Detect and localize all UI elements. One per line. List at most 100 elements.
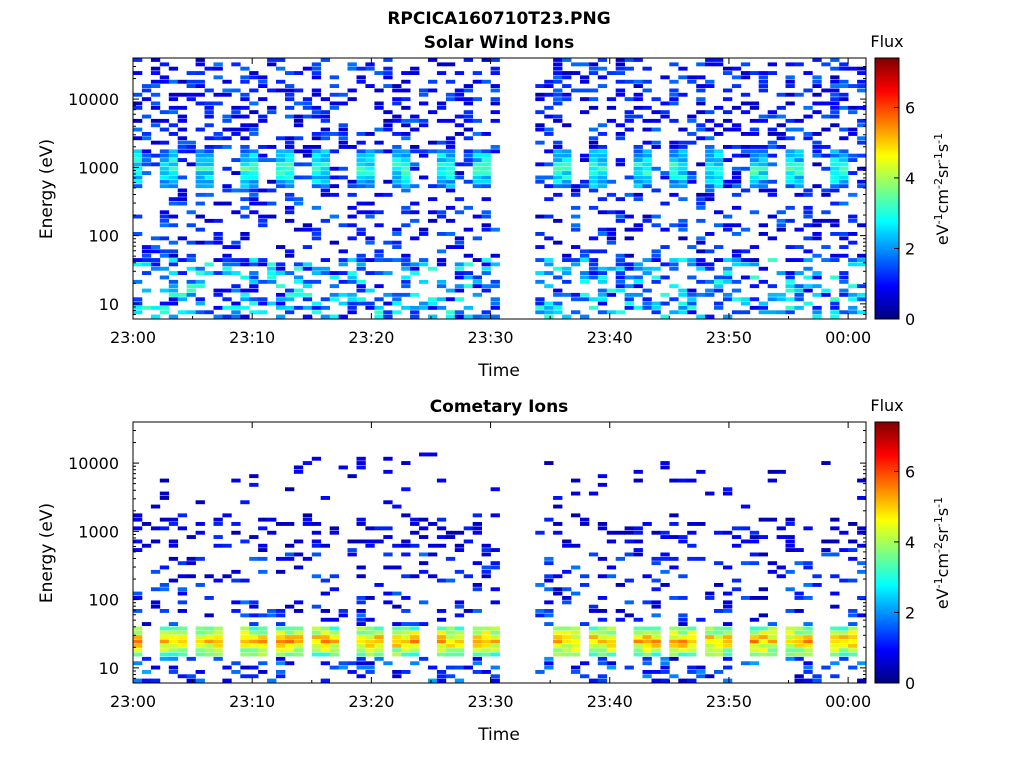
heatmap-cell — [133, 678, 143, 683]
heatmap-cell — [535, 301, 545, 306]
heatmap-cell — [276, 652, 286, 657]
heatmap-cell — [490, 301, 500, 306]
heatmap-cell — [168, 543, 179, 548]
heatmap-cell — [472, 284, 482, 289]
heatmap-cell — [481, 635, 491, 639]
heatmap-cell — [633, 149, 643, 154]
heatmap-cell — [383, 565, 393, 570]
heatmap-cell — [803, 652, 813, 657]
heatmap-cell — [445, 578, 456, 583]
heatmap-cell — [758, 166, 768, 171]
heatmap-cell — [365, 635, 375, 639]
heatmap-cell — [624, 227, 634, 232]
heatmap-cell — [749, 652, 760, 657]
heatmap-cell — [660, 583, 670, 587]
heatmap-cell — [642, 214, 652, 219]
heatmap-cell — [696, 314, 706, 319]
heatmap-cell — [481, 565, 491, 570]
heatmap-cell — [454, 71, 465, 75]
heatmap-cell — [204, 271, 214, 275]
heatmap-cell — [749, 175, 760, 180]
heatmap-cell — [329, 284, 339, 289]
heatmap-cell — [159, 218, 170, 223]
heatmap-cell — [311, 205, 322, 210]
solar-wind-plot-frame — [132, 57, 867, 320]
heatmap-cell — [186, 97, 196, 102]
heatmap-cell — [821, 62, 831, 67]
heatmap-cell — [311, 66, 322, 71]
heatmap-cell — [445, 652, 456, 657]
heatmap-cell — [651, 266, 661, 271]
heatmap-cell — [731, 175, 742, 180]
heatmap-cell — [839, 92, 849, 97]
heatmap-cell — [454, 266, 465, 271]
heatmap-cell — [678, 218, 688, 223]
heatmap-cell — [758, 635, 768, 639]
heatmap-cell — [240, 149, 250, 154]
heatmap-cell — [249, 271, 259, 275]
heatmap-cell — [562, 314, 572, 319]
heatmap-cell — [705, 648, 715, 653]
heatmap-cell — [758, 179, 768, 184]
heatmap-cell — [177, 643, 187, 648]
heatmap-cell — [562, 75, 572, 80]
heatmap-cell — [454, 613, 465, 618]
heatmap-cell — [678, 92, 688, 97]
heatmap-cell — [758, 535, 768, 539]
heatmap-cell — [276, 648, 286, 653]
heatmap-cell — [839, 184, 849, 189]
heatmap-cell — [642, 162, 652, 167]
heatmap-cell — [785, 569, 795, 574]
heatmap-cell — [588, 491, 599, 496]
heatmap-cell — [159, 626, 170, 631]
heatmap-cell — [258, 643, 268, 648]
heatmap-cell — [606, 232, 617, 236]
heatmap-cell — [293, 539, 304, 544]
heatmap-cell — [195, 153, 205, 158]
heatmap-cell — [597, 288, 608, 293]
heatmap-cell — [204, 635, 214, 639]
heatmap-cell — [696, 258, 706, 262]
heatmap-cell — [544, 197, 554, 202]
heatmap-cell — [714, 305, 724, 310]
heatmap-cell — [472, 526, 482, 531]
heatmap-cell — [177, 127, 187, 132]
heatmap-cell — [580, 158, 590, 162]
heatmap-cell — [445, 674, 456, 679]
heatmap-cell — [785, 310, 795, 315]
heatmap-cell — [222, 665, 232, 670]
heatmap-cell — [571, 245, 581, 249]
heatmap-cell — [383, 552, 393, 557]
heatmap-cell — [562, 166, 572, 171]
heatmap-cell — [276, 670, 286, 674]
heatmap-cell — [258, 613, 268, 618]
heatmap-cell — [803, 223, 813, 228]
heatmap-cell — [678, 626, 688, 631]
heatmap-cell — [150, 92, 161, 97]
heatmap-cell — [642, 149, 652, 154]
heatmap-cell — [731, 145, 742, 149]
heatmap-cell — [785, 630, 795, 635]
heatmap-cell — [597, 58, 608, 62]
heatmap-cell — [240, 635, 250, 639]
heatmap-cell — [249, 288, 259, 293]
heatmap-cell — [606, 192, 617, 197]
heatmap-cell — [383, 456, 393, 461]
heatmap-cell — [615, 210, 625, 215]
heatmap-cell — [401, 609, 411, 613]
heatmap-cell — [678, 258, 688, 262]
heatmap-cell — [150, 118, 161, 123]
heatmap-cell — [723, 223, 733, 228]
heatmap-cell — [535, 245, 545, 249]
heatmap-cell — [651, 561, 661, 566]
heatmap-cell — [293, 552, 304, 557]
heatmap-cell — [723, 656, 733, 661]
heatmap-cell — [571, 665, 581, 670]
heatmap-cell — [472, 530, 482, 535]
heatmap-cell — [660, 670, 670, 674]
heatmap-cell — [544, 175, 554, 180]
heatmap-cell — [553, 522, 563, 526]
heatmap-cell — [794, 179, 804, 184]
heatmap-cell — [356, 166, 366, 171]
heatmap-cell — [320, 166, 330, 171]
